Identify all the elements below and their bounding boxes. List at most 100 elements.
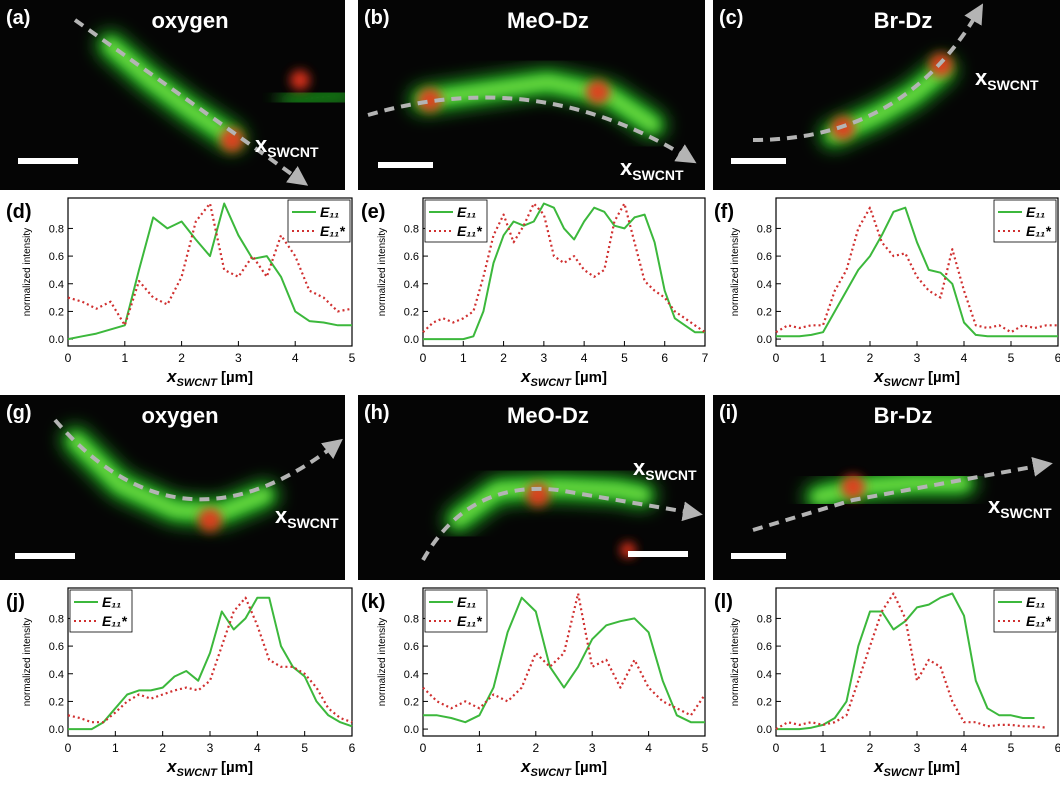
x-tick-label: 5 — [1008, 351, 1015, 365]
micrograph: (c) Br-Dz xSWCNT — [713, 0, 1060, 190]
series-line — [68, 596, 353, 731]
x-tick-label: 5 — [702, 741, 709, 755]
x-axis-label: xSWCNT [µm] — [520, 757, 607, 779]
y-tick-label: 0.8 — [404, 223, 419, 235]
x-tick-label: 4 — [961, 351, 968, 365]
x-tick-label: 2 — [532, 741, 539, 755]
x-axis-symbol: x — [873, 367, 885, 386]
legend-label: E₁₁* — [457, 613, 482, 629]
micrograph: (b) MeO-Dz xSWCNT — [358, 0, 705, 190]
x-axis-label: xSWCNT [µm] — [166, 367, 253, 389]
series-line — [67, 596, 353, 724]
nanotube-core — [69, 434, 271, 519]
x-tick-label: 4 — [581, 351, 588, 365]
nanotube-core — [827, 64, 949, 141]
x-tick-label: 2 — [178, 351, 185, 365]
defect-emission — [526, 483, 550, 507]
micrograph: (i) Br-Dz xSWCNT — [713, 395, 1060, 580]
defect-emission — [841, 475, 865, 499]
axis-annotation: xSWCNT — [633, 455, 697, 483]
axis-annotation: xSWCNT — [988, 493, 1052, 521]
x-tick-label: 6 — [661, 351, 668, 365]
axis-symbol: x — [255, 132, 268, 157]
x-tick-label: 1 — [820, 741, 827, 755]
x-axis-subscript: SWCNT — [884, 767, 926, 779]
axis-subscript: SWCNT — [632, 167, 684, 183]
legend-label: E₁₁* — [457, 223, 482, 239]
x-axis-label: xSWCNT [µm] — [520, 367, 607, 389]
y-tick-label: 0.2 — [49, 696, 64, 708]
y-tick-label: 0.6 — [49, 641, 64, 653]
y-tick-label: 0.4 — [49, 669, 64, 681]
y-tick-label: 0.4 — [404, 669, 419, 681]
x-tick-label: 2 — [867, 741, 874, 755]
y-tick-label: 0.0 — [757, 724, 772, 736]
x-tick-label: 4 — [961, 741, 968, 755]
x-tick-label: 5 — [301, 741, 308, 755]
x-axis-label: xSWCNT [µm] — [873, 757, 960, 779]
x-axis-unit: [µm] — [924, 759, 960, 776]
plot-frame — [422, 197, 706, 347]
x-tick-label: 4 — [645, 741, 652, 755]
y-tick-label: 0.6 — [404, 251, 419, 263]
x-tick-label: 3 — [914, 351, 921, 365]
x-tick-label: 5 — [1008, 741, 1015, 755]
x-axis-subscript: SWCNT — [531, 377, 573, 389]
legend-label: E₁₁* — [1026, 223, 1051, 239]
axis-symbol: x — [275, 503, 288, 528]
y-axis-label: normalized intensity — [377, 228, 388, 316]
y-tick-label: 0.2 — [757, 306, 772, 318]
y-tick-label: 0.0 — [757, 334, 772, 346]
x-tick-label: 6 — [1055, 351, 1060, 365]
x-axis-unit: [µm] — [924, 369, 960, 386]
series-line — [422, 592, 706, 717]
panel-label: (d) — [6, 201, 32, 223]
panel-label: (c) — [719, 7, 743, 29]
panel-title: MeO-Dz — [507, 8, 589, 33]
y-tick-label: 0.6 — [404, 641, 419, 653]
x-tick-label: 3 — [235, 351, 242, 365]
axis-subscript: SWCNT — [645, 467, 697, 483]
scale-bar — [18, 158, 78, 164]
y-axis-label: normalized intensity — [22, 618, 33, 706]
axis-arrow — [53, 418, 343, 502]
x-tick-label: 5 — [621, 351, 628, 365]
y-tick-label: 0.8 — [757, 613, 772, 625]
panel-title: oxygen — [141, 403, 218, 428]
series-line — [423, 202, 705, 341]
defect-emission — [198, 508, 222, 532]
x-tick-label: 0 — [420, 741, 427, 755]
panel-label: (b) — [364, 7, 390, 29]
axis-subscript: SWCNT — [287, 515, 339, 531]
x-tick-label: 1 — [121, 351, 128, 365]
nanotube-core — [417, 76, 659, 131]
x-axis-unit: [µm] — [217, 369, 253, 386]
axis-annotation: xSWCNT — [620, 155, 684, 183]
scale-bar — [731, 553, 786, 559]
x-axis-subscript: SWCNT — [531, 767, 573, 779]
x-axis-subscript: SWCNT — [177, 377, 219, 389]
legend-label: E₁₁ — [1026, 204, 1045, 220]
y-axis-label: normalized intensity — [22, 228, 33, 316]
scale-bar — [15, 553, 75, 559]
scale-bar — [378, 162, 433, 168]
scale-bar — [628, 551, 688, 557]
x-tick-label: 0 — [420, 351, 427, 365]
panel-label: (k) — [361, 591, 385, 613]
y-axis-label: normalized intensity — [730, 618, 741, 706]
y-tick-label: 0.8 — [757, 223, 772, 235]
series-line — [776, 206, 1058, 338]
axis-arrow — [421, 486, 703, 561]
axis-annotation: xSWCNT — [255, 132, 319, 160]
legend-box — [424, 589, 488, 633]
axis-symbol: x — [975, 65, 988, 90]
x-tick-label: 0 — [773, 351, 780, 365]
panel-label: (l) — [714, 591, 733, 613]
x-axis-subscript: SWCNT — [177, 767, 219, 779]
panel-label: (j) — [6, 591, 25, 613]
x-tick-label: 3 — [207, 741, 214, 755]
plot-frame — [422, 587, 706, 737]
micrograph: (a) oxygen xSWCNT — [0, 0, 345, 190]
panel-label: (f) — [714, 201, 734, 223]
panel-label: (i) — [719, 402, 738, 424]
